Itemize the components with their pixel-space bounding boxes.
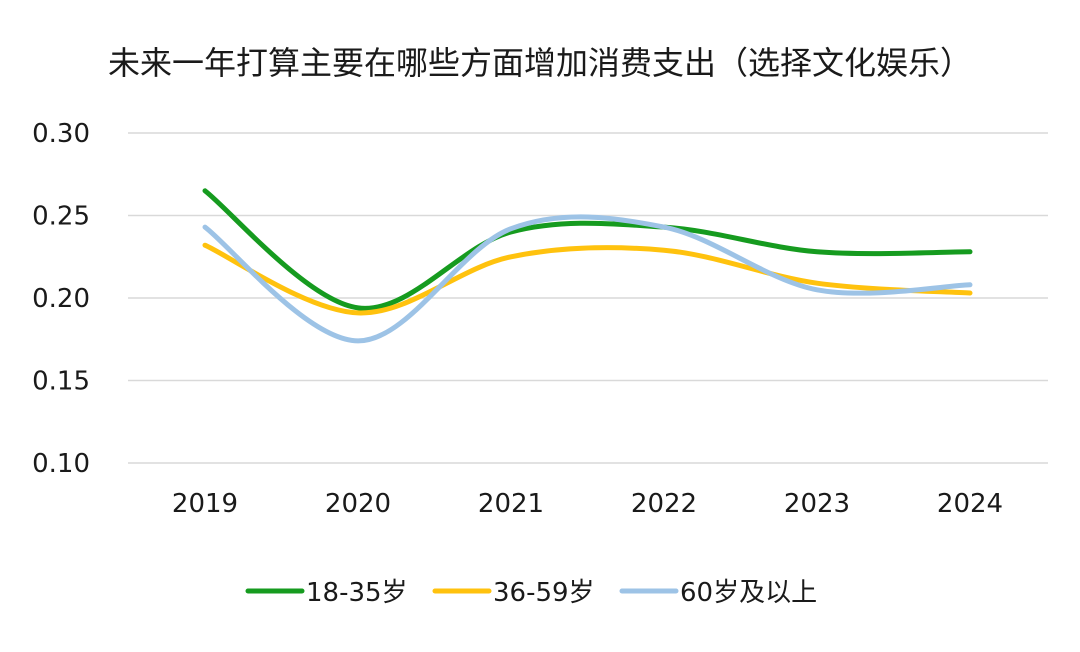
x-tick-label-2023: 2023 <box>784 489 850 519</box>
legend-label-2: 60岁及以上 <box>680 578 817 608</box>
grid-lines <box>128 132 1048 464</box>
x-tick-label-2019: 2019 <box>172 489 238 519</box>
y-tick-label-3: 0.25 <box>32 202 90 232</box>
legend-label-0: 18-35岁 <box>306 578 408 608</box>
legend-label-1: 36-59岁 <box>493 578 595 608</box>
chart-title: 未来一年打算主要在哪些方面增加消费支出（选择文化娱乐） <box>108 44 972 82</box>
series-line-2 <box>202 214 973 344</box>
x-tick-label-2022: 2022 <box>631 489 697 519</box>
y-tick-label-4: 0.30 <box>32 119 90 149</box>
y-tick-label-0: 0.10 <box>32 449 90 479</box>
x-tick-label-2021: 2021 <box>478 489 544 519</box>
series-lines <box>202 188 973 344</box>
y-axis-ticks: 0.10 0.15 0.20 0.25 0.30 <box>32 119 90 479</box>
legend: 18-35岁 36-59岁 60岁及以上 <box>245 578 817 608</box>
x-tick-label-2020: 2020 <box>325 489 391 519</box>
series-line-1 <box>202 242 973 316</box>
y-tick-label-2: 0.20 <box>32 284 90 314</box>
x-tick-label-2024: 2024 <box>937 489 1003 519</box>
x-axis-ticks: 2019 2020 2021 2022 2023 2024 <box>172 489 1003 519</box>
series-line-0 <box>202 188 973 311</box>
y-tick-label-1: 0.15 <box>32 367 90 397</box>
